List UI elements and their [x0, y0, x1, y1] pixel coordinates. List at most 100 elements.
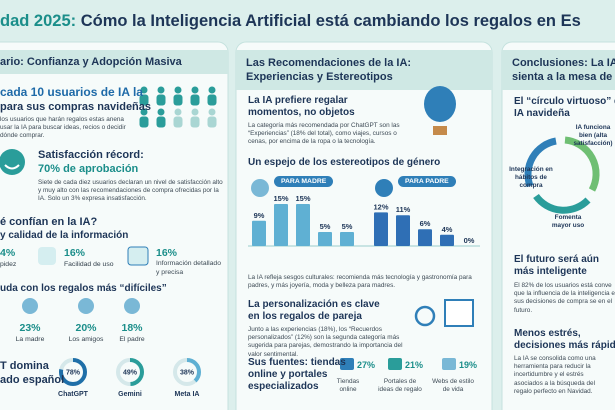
person-body	[207, 94, 217, 106]
header-band	[0, 50, 228, 74]
stat: 20%	[75, 322, 97, 334]
gift-icon	[388, 358, 402, 370]
bar-label: 11%	[396, 205, 411, 214]
stat-label: Información detallado y precisa	[156, 260, 221, 276]
donut-name: ChatGPT	[58, 391, 89, 398]
bar	[418, 229, 432, 246]
donut-name: Gemini	[118, 391, 142, 398]
stat: 16%	[64, 247, 86, 259]
highlight: 70% de aprobación	[38, 163, 139, 175]
paragraph: La IA refleja sesgos culturales: recomie…	[248, 274, 472, 290]
title-text: Cómo la Inteligencia Artificial está cam…	[80, 12, 581, 30]
person-head	[157, 86, 165, 94]
donut-arc	[173, 358, 201, 386]
section-heading: Experiencias y Estereotipos	[246, 71, 393, 83]
stat-label: pidez	[0, 261, 17, 268]
section-heading: sienta a la mesa de	[512, 71, 613, 83]
person-head	[191, 108, 199, 116]
cycle-arrow	[564, 136, 600, 192]
stat: 23%	[19, 322, 41, 334]
headline: más inteligente	[514, 266, 587, 277]
header-band	[236, 50, 492, 90]
stat: 16%	[156, 247, 178, 259]
stat-label: La madre	[15, 336, 45, 343]
cycle-arrow	[524, 137, 557, 188]
headline: El “círculo virtuoso” de	[514, 96, 615, 107]
donut-arc	[116, 358, 144, 386]
stat-label: Webs de estilo de vida	[432, 378, 474, 394]
person-body	[156, 94, 166, 106]
person-body	[173, 116, 183, 128]
donut-label: 38%	[180, 370, 195, 377]
search-icon	[127, 246, 149, 266]
paragraph: La categoría más recomendada por ChatGPT…	[248, 122, 400, 146]
headline: La personalización es clave	[248, 299, 380, 310]
pill: PARA MADRE	[274, 176, 334, 187]
bar-label: 12%	[373, 202, 388, 211]
paragraph: El 82% de los usuarios está conve que la…	[514, 282, 615, 314]
balloon-icon	[424, 86, 456, 122]
paragraph: los usuarios que harán regalos estas ane…	[0, 116, 126, 140]
card	[0, 41, 229, 410]
headline: uda con los regalos más “difíciles”	[0, 283, 167, 294]
person-body	[139, 94, 149, 106]
photo-icon	[444, 299, 474, 327]
card	[235, 41, 493, 410]
person-head	[174, 86, 182, 94]
section-heading: Las Recomendaciones de la IA:	[246, 57, 412, 69]
person-head	[208, 108, 216, 116]
person-body	[156, 116, 166, 128]
stat: 21%	[405, 360, 424, 370]
cycle-step: Integración en hábitos de compra	[509, 166, 553, 190]
headline: decisiones más rápidas	[514, 340, 615, 351]
person-head	[191, 86, 199, 94]
person-head	[208, 86, 216, 94]
father-icon	[124, 298, 140, 314]
bar-label: 0%	[464, 236, 475, 245]
web-icon	[442, 358, 456, 370]
stat-label: El padre	[119, 336, 145, 343]
person-body	[173, 94, 183, 106]
headline: en los regalos de pareja	[248, 311, 362, 322]
bar	[340, 232, 354, 246]
title: dad 2025: Cómo la Inteligencia Artificia…	[0, 12, 581, 31]
person-head	[140, 86, 148, 94]
headline: Un espejo de los estereotipos de género	[248, 157, 441, 168]
cycle-arrow	[533, 193, 591, 214]
stat: 27%	[357, 360, 376, 370]
headline: Sus fuentes: tiendas	[248, 357, 346, 368]
people-icons	[139, 86, 217, 128]
headline: ado español	[0, 374, 65, 386]
headline: momentos, no objetos	[248, 107, 355, 118]
headline: especializados	[248, 381, 319, 392]
person-body	[139, 116, 149, 128]
headline: online y portales	[248, 369, 328, 380]
paragraph: Junto a las experiencias (18%), los “Rec…	[248, 326, 403, 358]
person-head	[140, 108, 148, 116]
store-icon	[340, 358, 354, 370]
donut-arc	[59, 358, 87, 386]
headline: La IA prefiere regalar	[248, 95, 348, 106]
stat: 4%	[0, 247, 16, 259]
bar	[440, 234, 454, 246]
donut-label: 78%	[66, 370, 81, 377]
bar	[296, 204, 310, 246]
bar	[274, 204, 288, 246]
mother-icon	[22, 298, 38, 314]
man-icon	[375, 179, 393, 197]
stat-label: Portales de ideas de regalo	[378, 378, 422, 394]
hand-icon	[38, 247, 56, 265]
bar-label: 15%	[295, 194, 310, 203]
person-head	[174, 108, 182, 116]
pill: PARA PADRE	[398, 176, 456, 187]
person-body	[190, 94, 200, 106]
headline: T domina	[0, 360, 49, 372]
headline: é confían en la IA?	[0, 216, 98, 228]
marks: 9% 15% 15% 5% 5% 12% 11% 6% 4% 0% 78% ChatGPT 49% Gem…	[58, 194, 475, 398]
headline: El futuro será aún	[514, 254, 600, 265]
stat: 19%	[459, 360, 478, 370]
title-lead: dad 2025:	[0, 12, 77, 30]
